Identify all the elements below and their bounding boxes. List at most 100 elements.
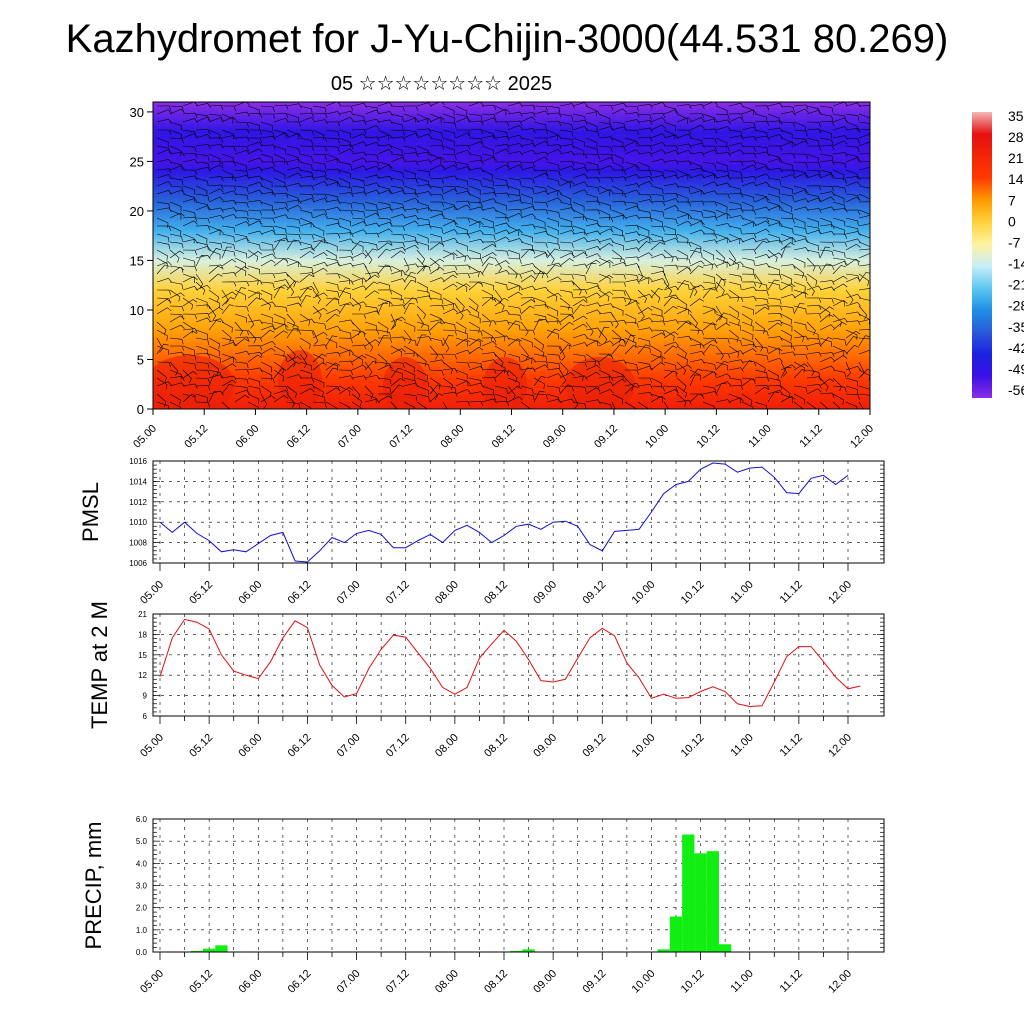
page-title: Kazhydromet for J-Yu-Chijin-3000(44.531 … <box>65 17 949 61</box>
x-tick-label: 06.12 <box>286 579 314 607</box>
colorbar-bar <box>972 112 992 398</box>
colorbar-label: -49 <box>1008 361 1024 377</box>
y-tick-label: 10 <box>130 303 144 318</box>
precip-bar <box>682 834 695 952</box>
x-tick-label: 12.00 <box>826 579 854 607</box>
x-tick-label: 10.00 <box>643 423 671 451</box>
temp-panel: 6 9 12 15 18 21 05.00 05.12 06.00 06.12 07.00 07.12… <box>87 601 885 760</box>
x-tick-label: 05.12 <box>182 423 210 451</box>
pmsl-line <box>159 462 849 563</box>
y-tick-label: 1012 <box>129 498 147 507</box>
y-tick-label: 0 <box>137 402 144 417</box>
x-ticks <box>159 716 849 724</box>
x-tick-label: 09.12 <box>580 579 608 607</box>
x-tick-label: 09.00 <box>531 968 559 996</box>
y-tick-label: 6.0 <box>136 815 148 824</box>
colorbar-label: -56 <box>1008 382 1024 398</box>
x-tick-label: 05.00 <box>138 968 166 996</box>
colorbar-label: -42 <box>1008 340 1024 356</box>
x-tick-label: 10.00 <box>630 968 658 996</box>
colorbar-label: 0 <box>1008 213 1016 229</box>
x-tick-label: 11.00 <box>728 968 755 995</box>
precip-bar <box>510 950 523 952</box>
y-tick-label: 5.0 <box>136 837 148 846</box>
x-tick-label: 12.00 <box>848 423 876 451</box>
x-tick-label: 05.00 <box>138 579 166 607</box>
panel-frame <box>152 613 885 717</box>
x-tick-label: 11.12 <box>798 423 825 450</box>
y-tick-label: 2.0 <box>136 904 148 913</box>
x-tick-label: 11.00 <box>728 579 755 606</box>
x-tick-label: 08.00 <box>433 968 461 996</box>
x-tick-label: 06.00 <box>236 732 264 760</box>
x-tick-label: 10.00 <box>630 579 658 607</box>
x-tick-label: 06.12 <box>286 968 314 996</box>
precip-bar <box>203 948 216 952</box>
y-tick-label: 1010 <box>129 518 147 527</box>
y-tick-label: 1008 <box>129 539 147 548</box>
x-tick-label: 07.00 <box>335 968 363 996</box>
x-tick-label: 09.00 <box>541 423 569 451</box>
x-tick-label: 09.00 <box>531 579 559 607</box>
y-tick-label: 0.0 <box>136 948 148 957</box>
x-tick-label: 10.12 <box>679 968 707 996</box>
x-tick-label: 05.12 <box>187 968 215 996</box>
x-tick-label: 10.00 <box>630 732 658 760</box>
x-tick-label: 08.12 <box>482 579 510 607</box>
x-tick-label: 05.00 <box>138 732 166 760</box>
colorbar-label: -14 <box>1008 256 1024 272</box>
precip-bar <box>706 851 719 952</box>
x-tick-label: 05.12 <box>187 732 215 760</box>
precip-panel: 0.0 1.0 2.0 3.0 4.0 5.0 6.0 05.00 05.12 06.00 06.1… <box>81 815 885 996</box>
y-axis-title: PMSL <box>78 482 103 542</box>
precip-bar <box>719 944 732 952</box>
x-tick-label: 07.12 <box>384 579 412 607</box>
y-minor-ticks <box>153 460 884 564</box>
x-tick-label: 06.00 <box>236 968 264 996</box>
colorbar-label: 7 <box>1008 192 1016 208</box>
colorbar-label: 21 <box>1008 150 1024 166</box>
colorbar: 35 28 21 14 7 0 -7 -14 -21 -28 -35 -42 -49 -56 <box>972 108 1024 398</box>
x-ticks <box>159 563 849 571</box>
x-tick-label: 10.12 <box>679 579 707 607</box>
x-tick-label: 07.00 <box>336 423 364 451</box>
y-tick-label: 15 <box>138 651 147 660</box>
colorbar-label: 14 <box>1008 171 1024 187</box>
x-tick-label: 08.00 <box>433 732 461 760</box>
panel-frame <box>152 460 885 564</box>
colorbar-label: 28 <box>1008 129 1024 145</box>
x-tick-label: 06.12 <box>285 423 313 451</box>
x-tick-label: 08.12 <box>482 968 510 996</box>
wind-barbs <box>156 102 870 409</box>
x-tick-label: 10.12 <box>679 732 707 760</box>
page-subtitle: 05 ☆☆☆☆☆☆☆☆ 2025 <box>330 73 553 95</box>
x-tick-label: 07.00 <box>335 732 363 760</box>
precip-bar <box>215 945 228 952</box>
y-tick-label: 6 <box>143 712 148 721</box>
x-tick-label: 07.12 <box>384 968 412 996</box>
y-tick-label: 5 <box>137 352 144 367</box>
y-tick-label: 4.0 <box>136 859 148 868</box>
precip-bar <box>694 853 707 952</box>
y-tick-label: 1016 <box>129 457 147 466</box>
x-tick-label: 07.12 <box>387 423 415 451</box>
grid <box>153 460 884 564</box>
colorbar-label: -28 <box>1008 298 1024 314</box>
y-tick-label: 21 <box>138 610 147 619</box>
x-tick-label: 11.00 <box>746 423 773 450</box>
x-tick-label: 07.12 <box>384 732 412 760</box>
pmsl-panel: 1006 1008 1010 1012 1014 1016 05.00 05.12 06.00 0… <box>78 457 885 607</box>
x-tick-label: 06.00 <box>234 423 262 451</box>
grid <box>153 613 884 717</box>
x-tick-label: 11.12 <box>778 968 805 995</box>
x-tick-label: 11.00 <box>728 732 755 759</box>
x-tick-label: 07.00 <box>335 579 363 607</box>
y-tick-label: 3.0 <box>136 882 148 891</box>
y-tick-label: 25 <box>130 154 144 169</box>
y-axis-title: TEMP at 2 M <box>87 601 112 729</box>
grid <box>153 818 884 953</box>
x-ticks <box>159 952 849 960</box>
x-tick-label: 11.12 <box>778 732 805 759</box>
y-minor-ticks <box>153 818 884 953</box>
